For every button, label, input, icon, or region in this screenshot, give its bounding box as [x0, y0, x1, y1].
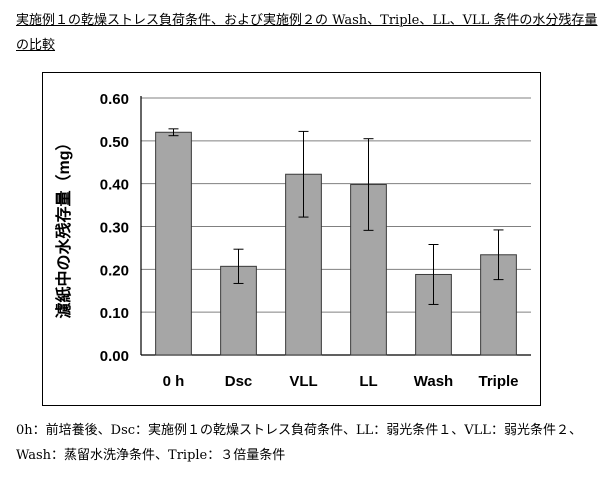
- y-tick-label: 0.20: [100, 262, 129, 279]
- y-tick-label: 0.50: [100, 134, 129, 151]
- x-tick-label: Wash: [414, 373, 453, 390]
- page-title: 実施例１の乾燥ストレス負荷条件、および実施例２の Wash、Triple、LL、…: [16, 8, 602, 58]
- y-tick-label: 0.30: [100, 220, 129, 237]
- x-tick-label: Dsc: [225, 373, 253, 390]
- y-axis-title: 濾紙中の水残存量（mg）: [54, 134, 73, 318]
- x-tick-label: VLL: [289, 373, 317, 390]
- chart-frame: 0.00 0.10 0.20 0.30 0.40 0.50 0.60 0 h Dsc VLL LL W…: [42, 72, 541, 406]
- x-tick-label: Triple: [478, 373, 518, 390]
- y-tick-label: 0.00: [100, 348, 129, 365]
- x-tick-label: LL: [359, 373, 377, 390]
- x-tick-label: 0 h: [163, 373, 185, 390]
- y-tick-label: 0.40: [100, 177, 129, 194]
- figure-caption: 0h：前培養後、Dsc：実施例１の乾燥ストレス負荷条件、LL：弱光条件１、VLL…: [16, 418, 606, 468]
- y-tick-label: 0.10: [100, 305, 129, 322]
- bar: [156, 132, 192, 355]
- y-tick-label: 0.60: [100, 91, 129, 108]
- bar-chart: 0.00 0.10 0.20 0.30 0.40 0.50 0.60 0 h Dsc VLL LL W…: [43, 73, 542, 407]
